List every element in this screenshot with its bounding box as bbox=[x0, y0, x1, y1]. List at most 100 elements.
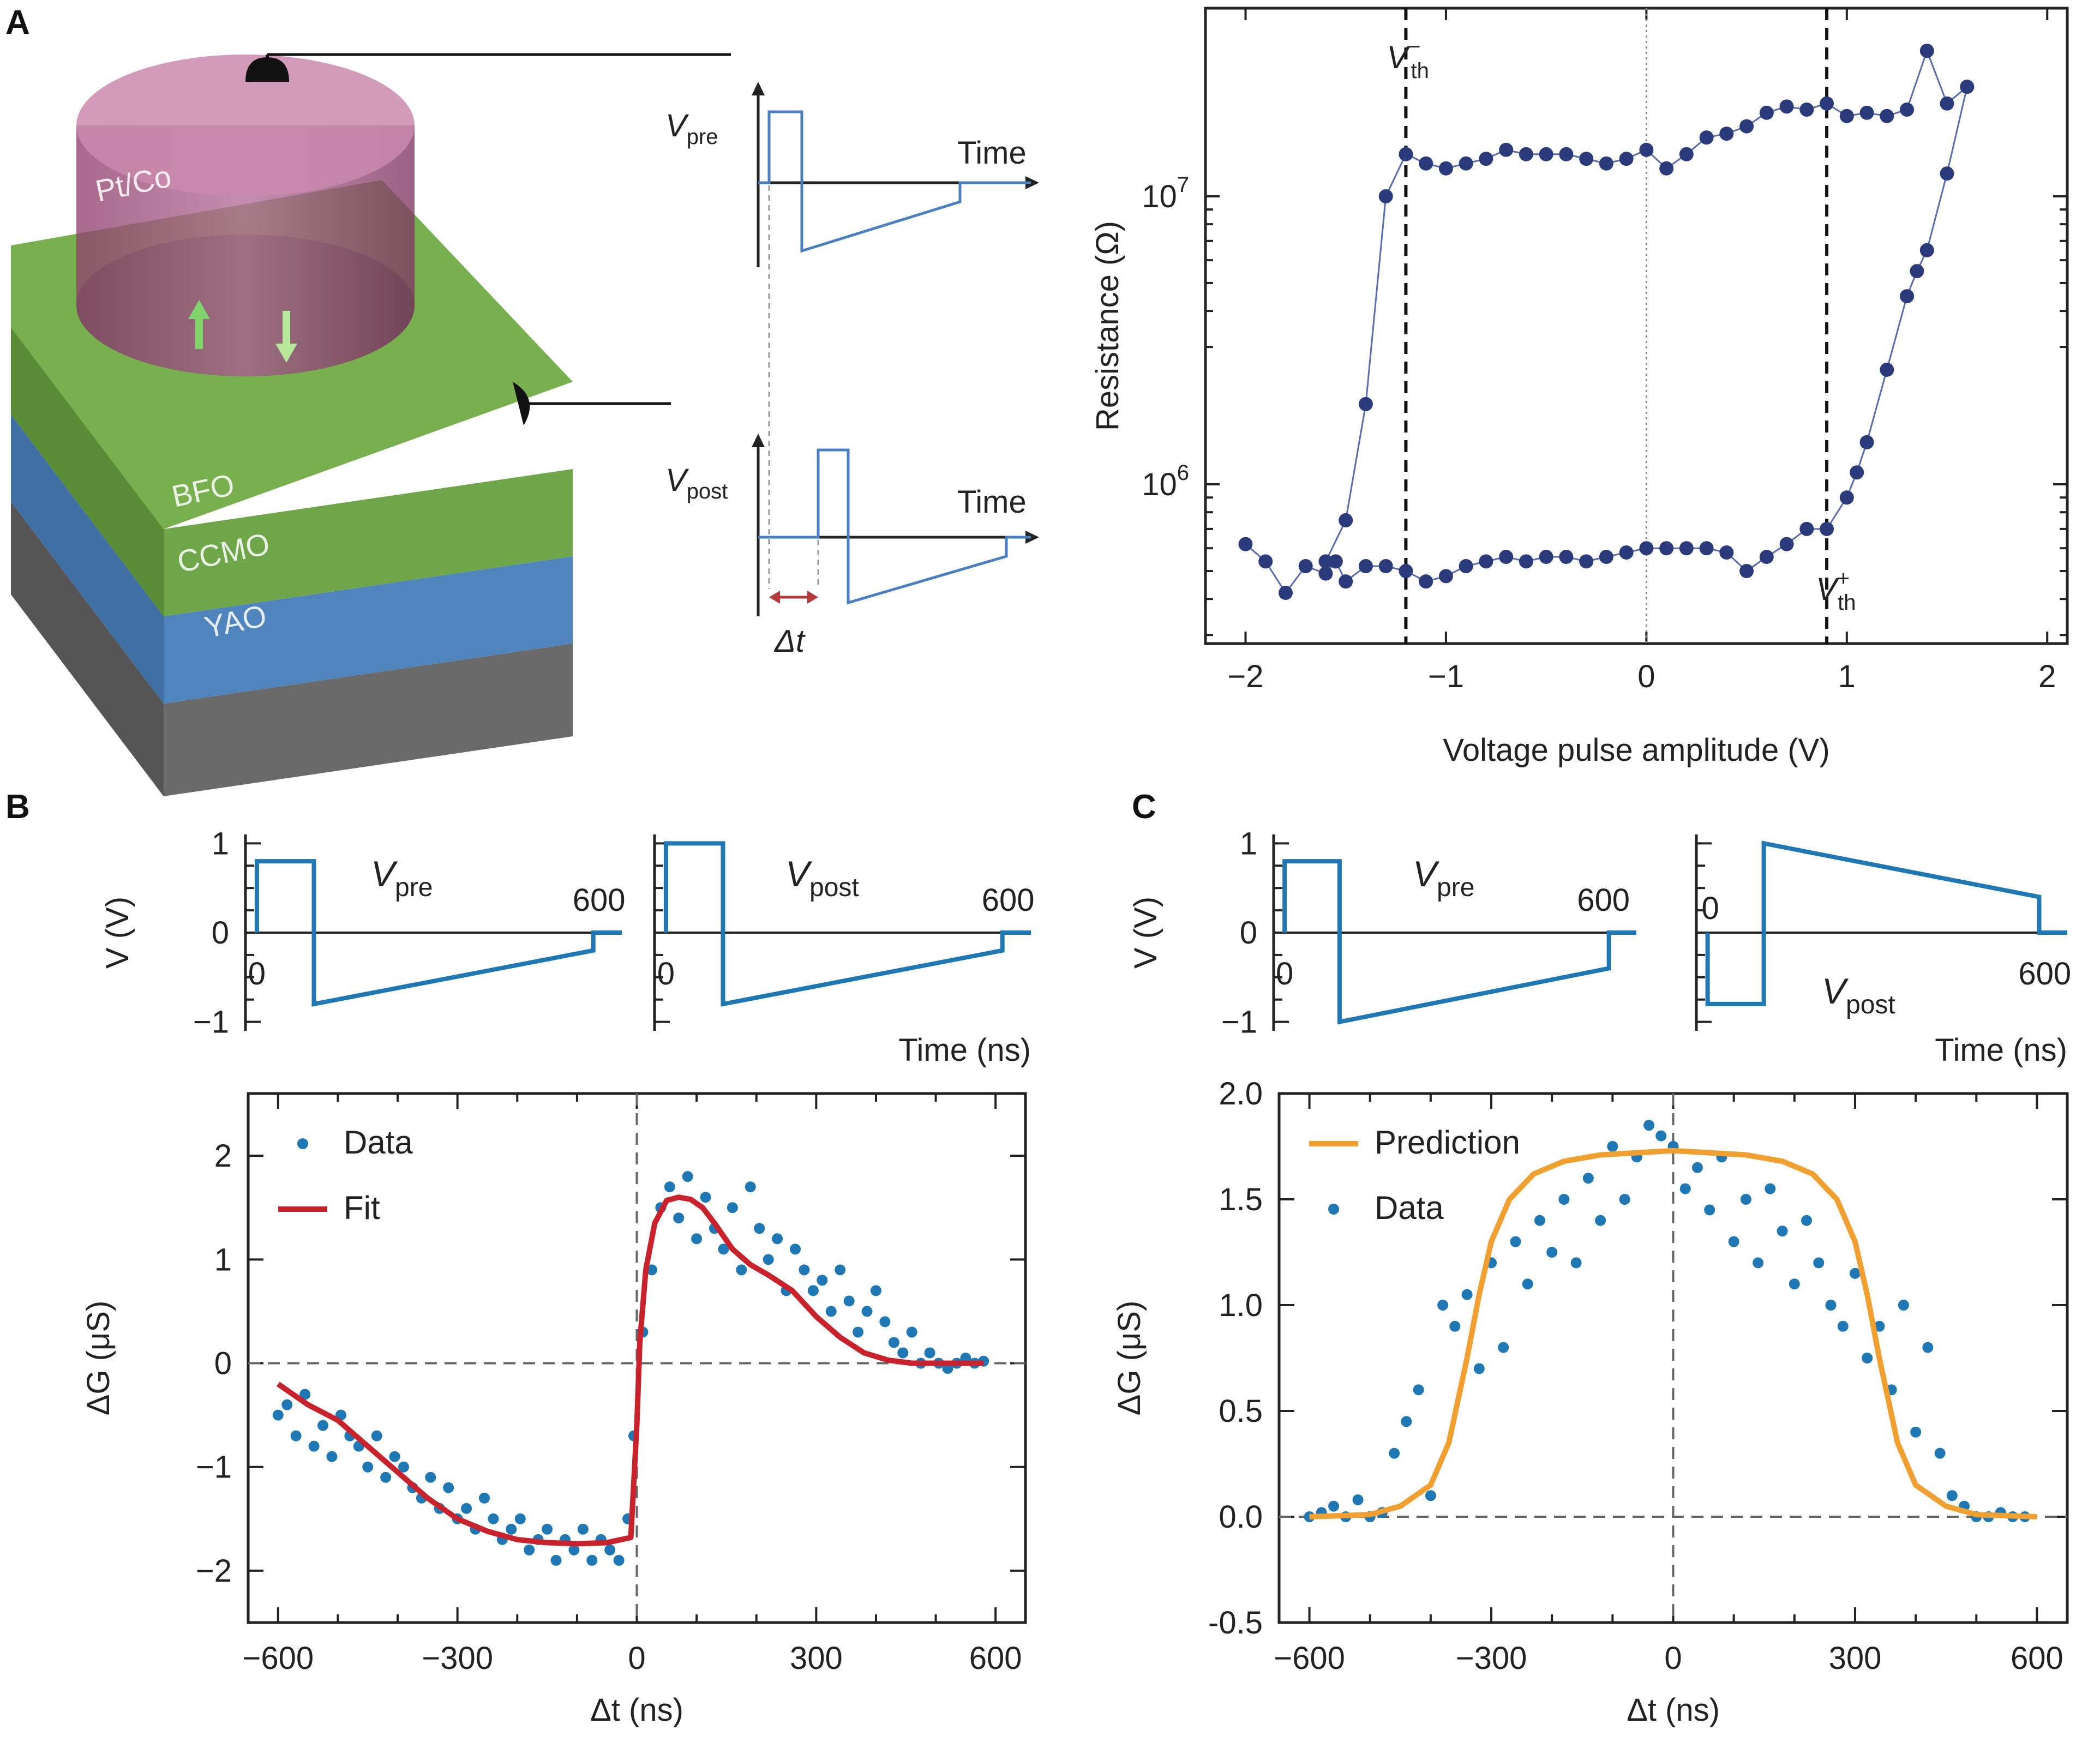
high-branch-point bbox=[1859, 105, 1874, 120]
layer-ccmo-side-left bbox=[11, 415, 164, 704]
data-point bbox=[799, 1264, 810, 1276]
legend-marker bbox=[297, 1138, 308, 1149]
x-end-label: 600 bbox=[982, 882, 1035, 918]
panel-label-a: A bbox=[5, 4, 30, 41]
data-point bbox=[853, 1326, 864, 1338]
vpost-label: Vpost bbox=[665, 462, 728, 503]
data-point bbox=[700, 1192, 711, 1203]
data-point bbox=[1691, 1162, 1703, 1173]
data-point bbox=[1801, 1215, 1813, 1226]
x-start-label: 0 bbox=[657, 956, 675, 992]
x-tick-label: 0 bbox=[628, 1641, 645, 1676]
data-point bbox=[1825, 1300, 1837, 1311]
y-tick-label: 1.0 bbox=[1219, 1288, 1263, 1323]
data-point bbox=[326, 1451, 338, 1462]
data-point bbox=[542, 1523, 553, 1535]
pt-co-electrode-top bbox=[76, 55, 415, 196]
waveform-label: Vpre bbox=[371, 854, 433, 902]
data-point bbox=[835, 1264, 846, 1276]
high-branch-point bbox=[1318, 554, 1333, 569]
x-tick-label: 2 bbox=[2038, 659, 2056, 694]
low-branch-point bbox=[1438, 569, 1453, 584]
data-point bbox=[664, 1181, 675, 1193]
data-point bbox=[1401, 1416, 1412, 1427]
low-branch-point bbox=[1739, 564, 1754, 579]
data-point bbox=[506, 1523, 517, 1535]
data-point bbox=[1546, 1247, 1558, 1258]
y-tick-label: 0 bbox=[1240, 915, 1257, 951]
fit-line bbox=[276, 1194, 984, 1547]
v-th-neg-label: V− th bbox=[1387, 35, 1429, 83]
data-point bbox=[461, 1503, 472, 1514]
x-tick-label: −600 bbox=[1274, 1641, 1345, 1676]
high-branch-point bbox=[1820, 96, 1834, 111]
high-branch-point bbox=[1438, 161, 1453, 176]
polarization-up-icon bbox=[188, 300, 210, 349]
data-point bbox=[290, 1430, 302, 1441]
data-point bbox=[568, 1544, 580, 1555]
y-tick-label: −1 bbox=[193, 1005, 229, 1040]
layer-bfo-side-left bbox=[11, 327, 164, 616]
data-point bbox=[586, 1554, 598, 1566]
data-point bbox=[1582, 1173, 1594, 1184]
legend-label: Data bbox=[344, 1124, 413, 1161]
data-point bbox=[1643, 1120, 1655, 1131]
data-point bbox=[443, 1482, 454, 1493]
data-point bbox=[1922, 1342, 1934, 1353]
data-point bbox=[1437, 1300, 1449, 1311]
data-point bbox=[817, 1275, 828, 1286]
data-point bbox=[1777, 1226, 1788, 1237]
data-point bbox=[879, 1316, 891, 1327]
low-branch-point bbox=[1820, 521, 1834, 536]
y-tick-label: 1 bbox=[212, 826, 229, 861]
high-branch-point bbox=[1639, 142, 1654, 157]
high-branch-point bbox=[1699, 130, 1714, 145]
data-point bbox=[691, 1233, 703, 1245]
high-branch-point bbox=[1399, 147, 1413, 161]
vpre-time-label: Time bbox=[957, 135, 1027, 171]
low-branch-point bbox=[1639, 541, 1654, 556]
low-branch-point bbox=[1659, 541, 1674, 556]
x-tick-label: 600 bbox=[969, 1641, 1022, 1676]
high-branch-point bbox=[1779, 99, 1794, 114]
data-point bbox=[1607, 1141, 1618, 1152]
data-point bbox=[425, 1471, 436, 1483]
data-point bbox=[1910, 1426, 1922, 1438]
waveform-line bbox=[1705, 840, 2067, 1006]
high-branch-point bbox=[1419, 156, 1433, 171]
panel-label-c: C bbox=[1132, 788, 1156, 826]
data-point bbox=[1789, 1278, 1800, 1290]
c-vpre-waveform-chart: 1 0 −1 V (V) 0 600 Vpre bbox=[1128, 826, 1636, 1040]
c-delta-g-chart: −600 −300 0 300 600 2.0 1.5 1.0 0.5 0.0 -0.5 ΔG (μS… bbox=[1112, 1076, 2069, 1728]
data-point bbox=[389, 1451, 400, 1462]
low-branch-point bbox=[1358, 559, 1373, 574]
high-branch-point bbox=[1940, 96, 1954, 111]
data-point bbox=[1449, 1320, 1461, 1332]
high-branch-point bbox=[1459, 156, 1473, 171]
data-point bbox=[789, 1244, 801, 1255]
data-point bbox=[1413, 1384, 1424, 1396]
data-point bbox=[380, 1471, 392, 1483]
data-point bbox=[888, 1337, 899, 1348]
waveform-line bbox=[1282, 859, 1636, 1025]
high-branch-point bbox=[1559, 147, 1574, 161]
y-axis-title: ΔG (μS) bbox=[81, 1301, 116, 1416]
low-branch-point bbox=[1559, 550, 1574, 564]
data-point bbox=[1473, 1363, 1485, 1374]
y-tick-label: 107 bbox=[1142, 173, 1189, 214]
data-point bbox=[1753, 1257, 1764, 1269]
x-tick-label: 300 bbox=[1829, 1641, 1882, 1676]
data-point bbox=[1522, 1278, 1533, 1290]
data-point bbox=[371, 1430, 382, 1441]
y-tick-label: −1 bbox=[1221, 1005, 1257, 1040]
high-branch-point bbox=[1739, 119, 1754, 134]
b-vpre-waveform-chart: 1 0 −1 V (V) 0 600 Vpre bbox=[100, 826, 626, 1040]
data-point bbox=[897, 1347, 909, 1359]
vpre-waveform bbox=[758, 110, 1031, 253]
data-point bbox=[524, 1544, 535, 1555]
data-point bbox=[861, 1306, 873, 1317]
low-branch-point bbox=[1759, 550, 1774, 564]
y-tick-label: 1 bbox=[1240, 826, 1257, 861]
low-branch-point bbox=[1900, 289, 1915, 304]
